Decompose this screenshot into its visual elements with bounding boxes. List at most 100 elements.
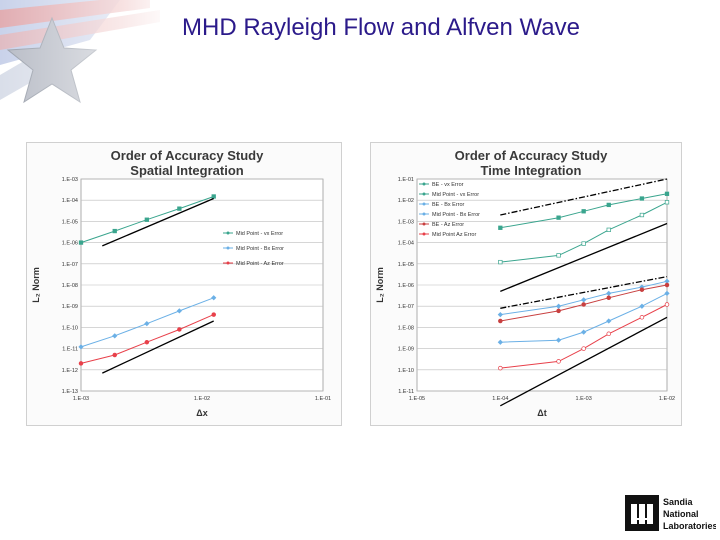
y-tick-label: 1.E-03 <box>62 177 78 183</box>
series-line <box>500 284 668 322</box>
data-point <box>664 302 670 307</box>
y-tick-label: 1.E-07 <box>62 262 78 268</box>
data-point <box>144 217 149 222</box>
legend-label: Mid Point - Bx Error <box>236 246 284 252</box>
data-point <box>581 329 587 335</box>
reference-slope-line <box>500 275 668 309</box>
sandia-logo-text: National <box>663 509 699 519</box>
legend-label: BE - Az Error <box>432 222 464 228</box>
data-point <box>112 333 118 339</box>
x-axis-label: Δx <box>196 408 207 418</box>
legend-marker <box>422 222 426 226</box>
x-tick-label: 1.E-02 <box>194 396 210 402</box>
x-tick-label: 1.E-01 <box>315 396 331 402</box>
reference-slope-line <box>499 316 668 407</box>
data-point <box>639 315 645 320</box>
sandia-logo-text: Sandia <box>663 497 694 507</box>
y-tick-label: 1.E-11 <box>398 389 414 395</box>
reference-slope-line <box>500 178 668 216</box>
data-point <box>211 194 216 199</box>
data-point <box>177 327 182 332</box>
sandia-logo-text: Laboratories <box>663 521 716 531</box>
data-point <box>664 191 670 196</box>
legend-marker <box>422 192 426 196</box>
data-point <box>498 318 503 324</box>
data-point <box>144 321 150 327</box>
y-tick-label: 1.E-06 <box>62 241 78 247</box>
x-tick-label: 1.E-03 <box>576 396 592 402</box>
x-tick-label: 1.E-05 <box>409 396 425 402</box>
series-line <box>500 280 668 316</box>
data-point <box>78 344 84 350</box>
legend-label: Mid Point - vx Error <box>432 192 479 198</box>
data-point <box>177 206 182 211</box>
legend-marker <box>226 231 230 235</box>
data-point <box>112 352 117 358</box>
series-line <box>500 292 668 343</box>
data-point <box>664 200 670 205</box>
legend-label: Mid Point - Bx Error <box>432 212 480 218</box>
data-point <box>497 339 503 345</box>
legend-marker <box>422 212 426 216</box>
data-point <box>211 295 217 301</box>
y-tick-label: 1.E-10 <box>62 325 78 331</box>
x-tick-label: 1.E-04 <box>492 396 508 402</box>
reference-slope-line <box>102 197 214 247</box>
data-point <box>606 331 612 337</box>
data-point <box>639 287 645 292</box>
y-tick-label: 1.E-08 <box>62 283 78 289</box>
reference-slope-line <box>500 222 668 293</box>
y-tick-label: 1.E-10 <box>398 368 414 374</box>
data-point <box>78 361 84 366</box>
y-tick-label: 1.E-09 <box>62 304 78 310</box>
data-point <box>606 318 612 324</box>
data-point <box>555 303 562 309</box>
series-line <box>500 193 668 229</box>
flag-star-logo <box>0 0 175 125</box>
data-point <box>78 240 84 245</box>
y-tick-label: 1.E-05 <box>62 219 78 225</box>
legend-label: Mid Point Az Error <box>432 232 476 238</box>
chart-title: Order of Accuracy Study <box>111 148 264 163</box>
data-point <box>498 225 503 230</box>
data-point <box>112 228 117 234</box>
x-axis-label: Δt <box>537 408 546 418</box>
data-point <box>176 308 182 314</box>
data-point <box>556 359 561 364</box>
data-point <box>556 215 561 220</box>
data-point <box>664 290 670 297</box>
y-axis-label: L₂ Norm <box>31 267 41 303</box>
y-tick-label: 1.E-12 <box>62 368 78 374</box>
data-point <box>581 241 586 246</box>
data-point <box>639 212 645 218</box>
data-point <box>606 202 611 208</box>
legend-label: BE - Bx Error <box>432 202 465 208</box>
data-point <box>581 209 586 214</box>
spatial-integration-chart: Order of Accuracy Study Spatial Integrati… <box>26 142 342 426</box>
y-tick-label: 1.E-11 <box>62 347 78 353</box>
data-point <box>639 196 645 201</box>
data-point <box>639 303 645 309</box>
y-tick-label: 1.E-02 <box>398 198 414 204</box>
y-tick-label: 1.E-08 <box>398 325 414 331</box>
y-tick-label: 1.E-06 <box>398 283 414 289</box>
series-line <box>500 201 668 263</box>
data-point <box>498 365 503 371</box>
legend-label: BE - vx Error <box>432 182 464 188</box>
data-point <box>581 302 586 307</box>
chart-title: Order of Accuracy Study <box>455 148 608 163</box>
legend-marker <box>422 202 426 206</box>
data-point <box>556 253 561 258</box>
data-point <box>144 339 150 345</box>
data-point <box>606 227 611 232</box>
legend-marker <box>422 232 426 236</box>
data-point <box>498 259 503 265</box>
y-tick-label: 1.E-04 <box>398 241 414 247</box>
y-tick-label: 1.E-13 <box>62 389 78 395</box>
data-point <box>606 295 612 301</box>
legend-marker <box>422 182 426 186</box>
legend-label: Mid Point - Az Error <box>236 261 284 267</box>
y-tick-label: 1.E-07 <box>398 304 414 310</box>
